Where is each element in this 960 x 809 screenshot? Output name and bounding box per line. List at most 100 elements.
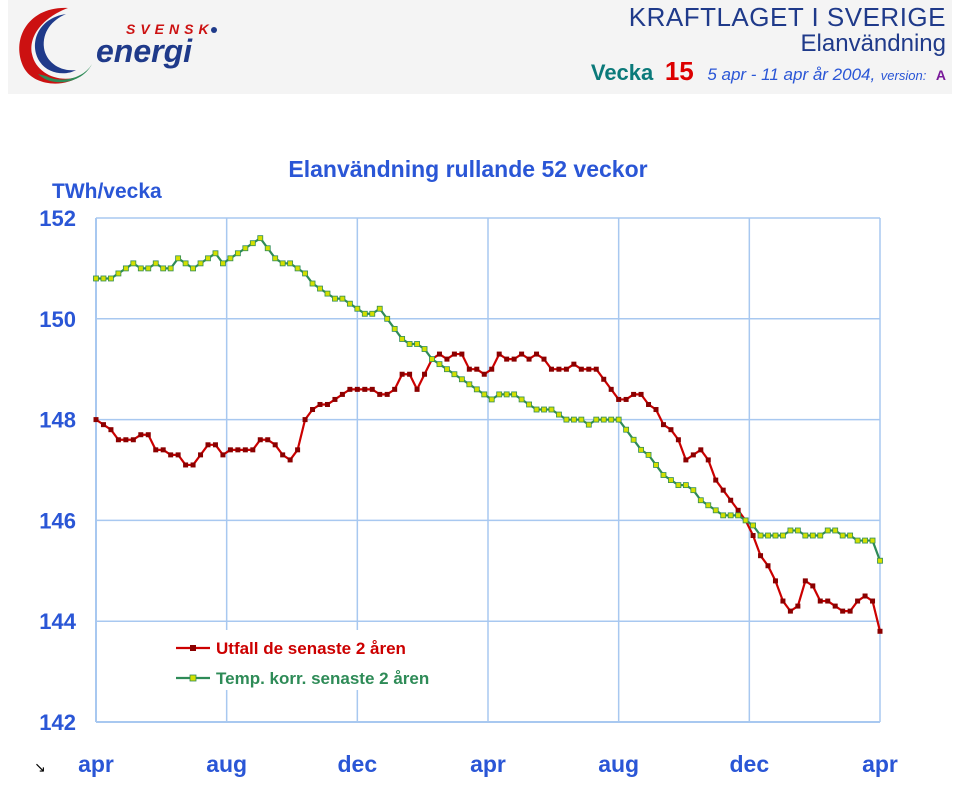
data-point-temp-korr — [137, 265, 144, 272]
data-point-utfall — [810, 583, 816, 589]
data-point-utfall — [250, 447, 256, 453]
data-point-utfall — [668, 427, 674, 433]
data-point-temp-korr — [511, 391, 518, 398]
data-point-temp-korr — [205, 255, 211, 262]
data-point-utfall — [675, 437, 681, 443]
data-point-utfall — [616, 396, 622, 402]
data-point-utfall — [100, 422, 106, 428]
data-point-temp-korr — [533, 406, 540, 413]
data-point-temp-korr — [167, 265, 174, 272]
data-point-temp-korr — [242, 245, 249, 252]
data-point-utfall — [324, 401, 330, 407]
data-point-temp-korr — [152, 260, 159, 267]
data-point-temp-korr — [496, 391, 503, 398]
data-point-temp-korr — [466, 381, 473, 388]
data-point-utfall — [422, 371, 428, 377]
footnote-arrow-icon: ↘ — [34, 760, 46, 776]
data-point-utfall — [153, 447, 159, 453]
x-tick-label: aug — [206, 751, 247, 777]
series-line-utfall — [95, 352, 882, 632]
data-point-temp-korr — [862, 537, 868, 544]
data-point-utfall — [765, 563, 771, 569]
data-point-temp-korr — [578, 416, 585, 423]
data-point-utfall — [548, 366, 554, 372]
data-point-utfall — [855, 598, 861, 604]
data-point-temp-korr — [839, 532, 846, 539]
data-point-temp-korr — [332, 295, 338, 302]
data-point-temp-korr — [220, 260, 226, 267]
data-point-temp-korr — [488, 396, 495, 403]
data-point-temp-korr — [414, 341, 420, 347]
data-point-temp-korr — [473, 386, 480, 393]
data-point-utfall — [877, 628, 883, 634]
data-point-temp-korr — [93, 275, 99, 282]
data-point-utfall — [586, 366, 592, 372]
data-point-utfall — [690, 452, 696, 458]
data-point-utfall — [571, 361, 577, 367]
data-point-temp-korr — [444, 366, 450, 373]
data-point-temp-korr — [750, 522, 756, 529]
data-point-utfall — [459, 351, 465, 357]
data-point-utfall — [392, 386, 398, 392]
logo-top-text: SVENSK — [126, 21, 214, 37]
chart-title: Elanvändning rullande 52 veckor — [288, 156, 647, 182]
data-point-utfall — [168, 452, 174, 458]
report-title: KRAFTLAGET I SVERIGE — [628, 2, 946, 32]
data-point-temp-korr — [548, 406, 555, 413]
y-tick-label: 150 — [39, 307, 76, 332]
data-point-utfall — [220, 452, 226, 458]
data-point-temp-korr — [212, 250, 219, 257]
data-point-utfall — [780, 598, 786, 604]
data-point-utfall — [713, 477, 719, 483]
data-point-temp-korr — [309, 280, 316, 287]
data-point-utfall — [728, 497, 734, 503]
data-point-temp-korr — [100, 275, 107, 282]
data-point-utfall — [257, 437, 263, 443]
data-point-temp-korr — [339, 295, 346, 302]
data-point-utfall — [227, 447, 233, 453]
data-point-utfall — [339, 391, 345, 397]
data-point-temp-korr — [302, 270, 308, 277]
data-point-utfall — [414, 386, 420, 392]
data-point-utfall — [623, 396, 629, 402]
version-value: A — [935, 67, 946, 83]
data-point-utfall — [519, 351, 525, 357]
data-point-utfall — [496, 351, 502, 357]
data-point-temp-korr — [451, 371, 458, 378]
data-point-utfall — [93, 417, 99, 423]
data-point-temp-korr — [175, 255, 182, 262]
data-point-temp-korr — [108, 275, 114, 282]
data-point-temp-korr — [675, 482, 682, 489]
data-point-temp-korr — [757, 532, 764, 539]
data-point-temp-korr — [234, 250, 241, 257]
data-point-temp-korr — [354, 305, 361, 312]
data-point-utfall — [212, 442, 218, 448]
legend-label: Temp. korr. senaste 2 åren — [216, 669, 429, 688]
data-point-utfall — [608, 386, 614, 392]
legend-background — [170, 630, 470, 690]
data-point-utfall — [466, 366, 472, 372]
svensk-energi-logo: SVENSK energi — [19, 7, 217, 84]
data-point-temp-korr — [249, 240, 256, 247]
version-label: version: — [880, 68, 927, 83]
data-point-utfall — [354, 386, 360, 392]
data-point-temp-korr — [264, 245, 271, 252]
logo-main-text: energi — [96, 33, 193, 69]
data-point-temp-korr — [787, 527, 794, 534]
data-point-temp-korr — [369, 310, 376, 317]
data-point-utfall — [825, 598, 831, 604]
data-point-utfall — [847, 608, 853, 614]
plot-frame — [95, 218, 880, 723]
data-point-utfall — [832, 603, 838, 609]
data-point-utfall — [280, 452, 286, 458]
data-point-temp-korr — [361, 310, 368, 317]
data-point-temp-korr — [115, 270, 122, 277]
data-point-temp-korr — [481, 391, 488, 398]
data-point-utfall — [705, 457, 711, 463]
series-group — [93, 235, 883, 634]
data-point-utfall — [317, 401, 323, 407]
data-point-utfall — [735, 507, 741, 513]
data-point-temp-korr — [272, 255, 279, 262]
data-point-utfall — [407, 371, 413, 377]
data-point-utfall — [758, 553, 764, 559]
